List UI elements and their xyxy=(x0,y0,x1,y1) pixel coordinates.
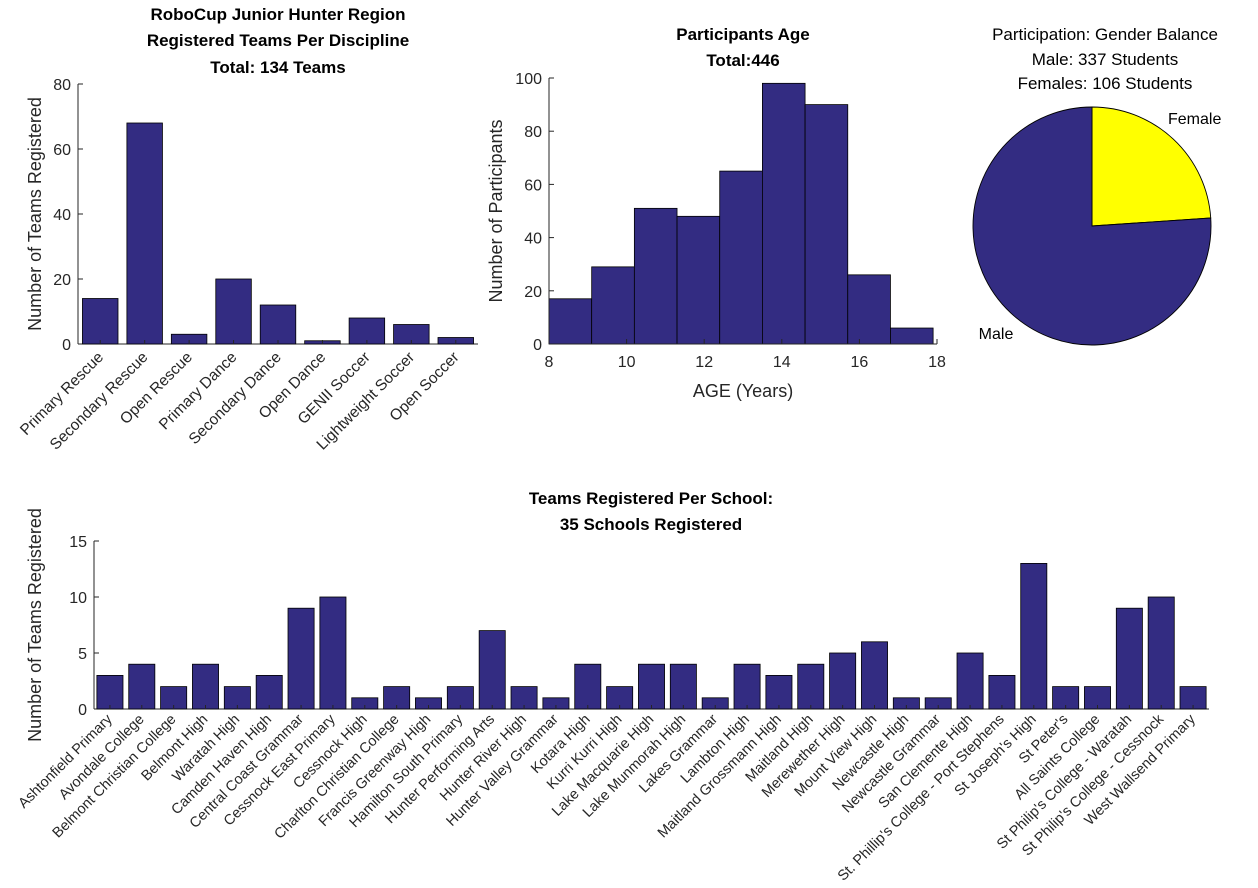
age-bin-bar xyxy=(719,170,763,345)
age-histogram: Participants Age Total:446 Number of Par… xyxy=(486,25,946,401)
discipline-bar xyxy=(126,122,163,345)
school-bar xyxy=(128,663,156,710)
age-bin-bar xyxy=(676,215,721,345)
school-category-label: Belmont Christian College xyxy=(50,712,180,842)
discipline-chart: RoboCup Junior Hunter Region Registered … xyxy=(17,5,478,453)
age-bin-bar xyxy=(548,298,593,345)
age-title-line-2: Total:446 xyxy=(706,51,779,70)
school-bar xyxy=(861,641,888,710)
age-x-tick-label: 12 xyxy=(695,354,713,371)
pie-slice-male xyxy=(972,106,1212,346)
pie-label-female: Female xyxy=(1168,111,1221,128)
school-y-tick-label: 10 xyxy=(69,590,87,607)
age-x-tick-label: 10 xyxy=(618,354,636,371)
age-y-tick-label: 20 xyxy=(524,284,542,301)
discipline-bar xyxy=(259,304,297,345)
gender-pie-chart: Participation: Gender Balance Male: 337 … xyxy=(972,25,1221,346)
school-bar xyxy=(956,652,984,710)
school-bar xyxy=(1147,596,1175,710)
age-x-tick-label: 16 xyxy=(851,354,869,371)
school-bar xyxy=(1115,607,1143,710)
gender-title-line-1: Participation: Gender Balance xyxy=(992,25,1218,44)
school-bar xyxy=(255,675,283,710)
age-title-line-1: Participants Age xyxy=(676,25,810,44)
discipline-category-label: Primary Dance xyxy=(156,349,240,433)
school-bar xyxy=(638,663,665,710)
pie-slice-female xyxy=(1091,106,1212,227)
schools-title-line-2: 35 Schools Registered xyxy=(560,515,742,534)
school-bar xyxy=(1020,563,1048,710)
age-x-tick-label: 18 xyxy=(928,354,946,371)
discipline-y-tick-label: 80 xyxy=(53,77,71,94)
discipline-title-line-2: Registered Teams Per Discipline xyxy=(147,31,409,50)
gender-title-line-2: Male: 337 Students xyxy=(1032,50,1178,69)
age-y-tick-label: 60 xyxy=(524,177,542,194)
school-bar xyxy=(574,663,602,710)
age-x-tick-label: 14 xyxy=(773,354,791,371)
school-bar xyxy=(733,663,761,710)
age-y-tick-label: 0 xyxy=(533,337,542,354)
school-y-tick-label: 5 xyxy=(78,646,87,663)
school-bar xyxy=(192,663,219,710)
school-y-tick-label: 15 xyxy=(69,534,87,551)
discipline-title-line-1: RoboCup Junior Hunter Region xyxy=(151,5,406,24)
age-y-axis-label: Number of Participants xyxy=(486,119,506,302)
discipline-y-tick-label: 20 xyxy=(53,272,71,289)
school-bar xyxy=(96,675,124,710)
discipline-bar xyxy=(348,317,386,345)
age-bin-bar xyxy=(633,207,678,345)
school-bar xyxy=(829,652,857,710)
schools-chart: Teams Registered Per School: 35 Schools … xyxy=(16,489,1209,884)
age-y-tick-label: 40 xyxy=(524,231,542,248)
age-bin-bar xyxy=(890,327,934,345)
discipline-y-tick-label: 40 xyxy=(53,207,71,224)
gender-title-line-3: Females: 106 Students xyxy=(1018,74,1193,93)
discipline-title-line-3: Total: 134 Teams xyxy=(210,58,345,77)
age-x-axis-label: AGE (Years) xyxy=(693,381,793,401)
age-bin-bar xyxy=(804,104,849,345)
discipline-bar xyxy=(215,278,252,345)
school-bar xyxy=(765,675,793,710)
age-bin-bar xyxy=(591,266,635,345)
discipline-y-tick-label: 0 xyxy=(62,337,71,354)
school-bar xyxy=(319,596,347,710)
age-y-tick-label: 100 xyxy=(515,71,542,88)
discipline-y-tick-label: 60 xyxy=(53,142,71,159)
school-bar xyxy=(797,663,825,710)
discipline-bar xyxy=(82,298,119,345)
age-bin-bar xyxy=(847,274,891,345)
schools-title-line-1: Teams Registered Per School: xyxy=(529,489,773,508)
school-y-tick-label: 0 xyxy=(78,702,87,719)
schools-y-axis-label: Number of Teams Registered xyxy=(25,508,45,742)
pie-label-male: Male xyxy=(979,326,1014,343)
school-bar xyxy=(287,607,315,710)
school-bar xyxy=(988,675,1016,710)
age-y-tick-label: 80 xyxy=(524,124,542,141)
age-x-tick-label: 8 xyxy=(545,354,554,371)
school-bar xyxy=(669,663,697,710)
school-bar xyxy=(478,630,506,710)
age-bin-bar xyxy=(762,82,806,345)
discipline-y-axis-label: Number of Teams Registered xyxy=(25,97,45,331)
